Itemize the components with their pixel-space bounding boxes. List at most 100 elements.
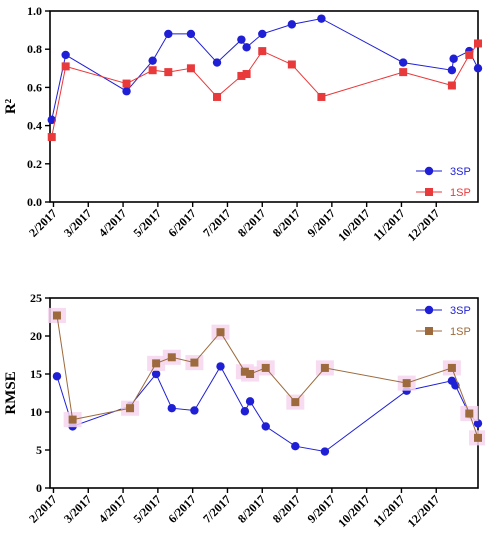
x-tick-label: 4/2017 [96,206,129,239]
data-point-1sp [246,370,255,378]
y-tick-label: 1.0 [27,4,42,18]
x-tick-label: 5/2017 [131,492,164,525]
x-tick-label: 8/2017 [235,492,268,525]
y-tick-label: 15 [30,367,42,381]
y-tick-label: 0 [36,481,42,495]
data-point-1sp [152,359,161,368]
data-point-1sp [164,68,173,77]
y-axis-label: R² [3,98,19,114]
y-tick-label: 25 [30,291,42,305]
y-tick-label: 0.4 [27,119,42,133]
data-point-3sp [190,406,199,415]
x-tick-label: 7/2017 [200,492,233,525]
legend-label: 1SP [450,187,471,199]
data-point-3sp [47,115,56,125]
data-point-3sp [61,50,70,60]
legend-marker [424,166,434,176]
x-tick-label: 10/2017 [335,206,373,244]
data-point-3sp [447,66,457,75]
x-tick-label: 9/2017 [304,206,337,239]
y-tick-label: 5 [36,443,42,457]
data-point-3sp [167,404,176,413]
legend-marker [425,188,433,196]
data-point-1sp [61,62,70,71]
x-tick-label: 8/2017 [270,492,303,525]
data-point-1sp [237,71,246,80]
y-tick-label: 10 [30,405,42,419]
data-point-3sp [216,362,225,371]
data-point-1sp [474,433,482,442]
data-point-1sp [317,92,326,101]
data-point-3sp [186,29,196,39]
y-tick-label: 0.0 [27,195,42,209]
data-point-3sp [151,369,161,379]
legend-marker [424,305,434,315]
data-point-3sp [237,35,246,44]
data-point-1sp [122,79,131,88]
y-tick-label: 0.2 [27,157,42,171]
data-point-1sp [52,311,61,320]
series-line-1sp [51,43,479,138]
data-point-3sp [164,29,173,39]
data-point-3sp [122,87,131,96]
x-tick-label: 4/2017 [96,492,129,525]
data-point-3sp [148,56,157,65]
data-point-3sp [291,442,300,451]
x-tick-label: 6/2017 [165,206,198,239]
data-point-1sp [474,39,482,48]
data-point-1sp [465,50,474,59]
x-tick-label: 3/2017 [61,492,94,525]
legend-label: 3SP [450,166,471,178]
x-tick-label: 5/2017 [131,206,164,239]
data-point-1sp [242,70,251,79]
data-point-1sp [213,92,222,101]
data-point-3sp [240,407,250,416]
data-point-1sp [240,367,249,376]
data-point-1sp [465,409,474,418]
legend-label: 3SP [450,305,471,317]
data-point-1sp [287,60,296,69]
data-point-1sp [47,133,56,142]
x-tick-label: 9/2017 [304,492,337,525]
rmse-chart: 0 5 10 15 20 25 RMSE 2/2017 3/2017 4/2017 5/2017 6/… [3,291,485,530]
data-point-3sp [261,422,270,431]
data-point-3sp [287,20,297,29]
data-point-1sp [320,363,329,372]
x-tick-label: 12/2017 [405,492,443,530]
data-point-1sp [291,398,300,407]
data-point-1sp [402,379,411,388]
y-tick-label: 0.6 [27,80,42,94]
data-point-1sp [447,81,456,90]
x-tick-label: 10/2017 [335,492,373,530]
x-tick-label: 7/2017 [200,206,233,239]
data-point-3sp [242,43,251,52]
data-point-3sp [212,58,222,67]
data-point-3sp [449,54,458,63]
plot-frame [49,297,479,489]
x-tick-label: 3/2017 [61,206,94,239]
data-point-1sp [399,68,408,77]
plot-frame [49,10,479,203]
x-tick-label: 6/2017 [165,492,198,525]
x-tick-label: 12/2017 [405,206,443,244]
legend-marker [425,327,433,335]
r2-chart: 0.0 0.2 0.4 0.6 0.8 1.0 R² 2/2017 3/2017 4/2017 5/… [3,4,483,244]
data-point-1sp [68,415,77,424]
y-tick-label: 0.8 [27,42,42,56]
data-point-1sp [190,358,199,367]
data-point-1sp [167,353,176,362]
data-point-1sp [126,404,135,413]
data-point-1sp [186,64,195,73]
data-point-1sp [447,363,456,372]
data-point-1sp [148,66,157,75]
x-tick-label: 2/2017 [26,492,59,525]
y-tick-label: 20 [30,329,42,343]
data-point-3sp [258,29,267,39]
x-tick-label: 8/2017 [270,206,303,239]
data-point-3sp [473,419,483,428]
x-tick-label: 2/2017 [26,206,59,239]
data-point-1sp [258,47,267,56]
data-point-3sp [320,447,330,456]
x-tick-label: 8/2017 [235,206,268,239]
